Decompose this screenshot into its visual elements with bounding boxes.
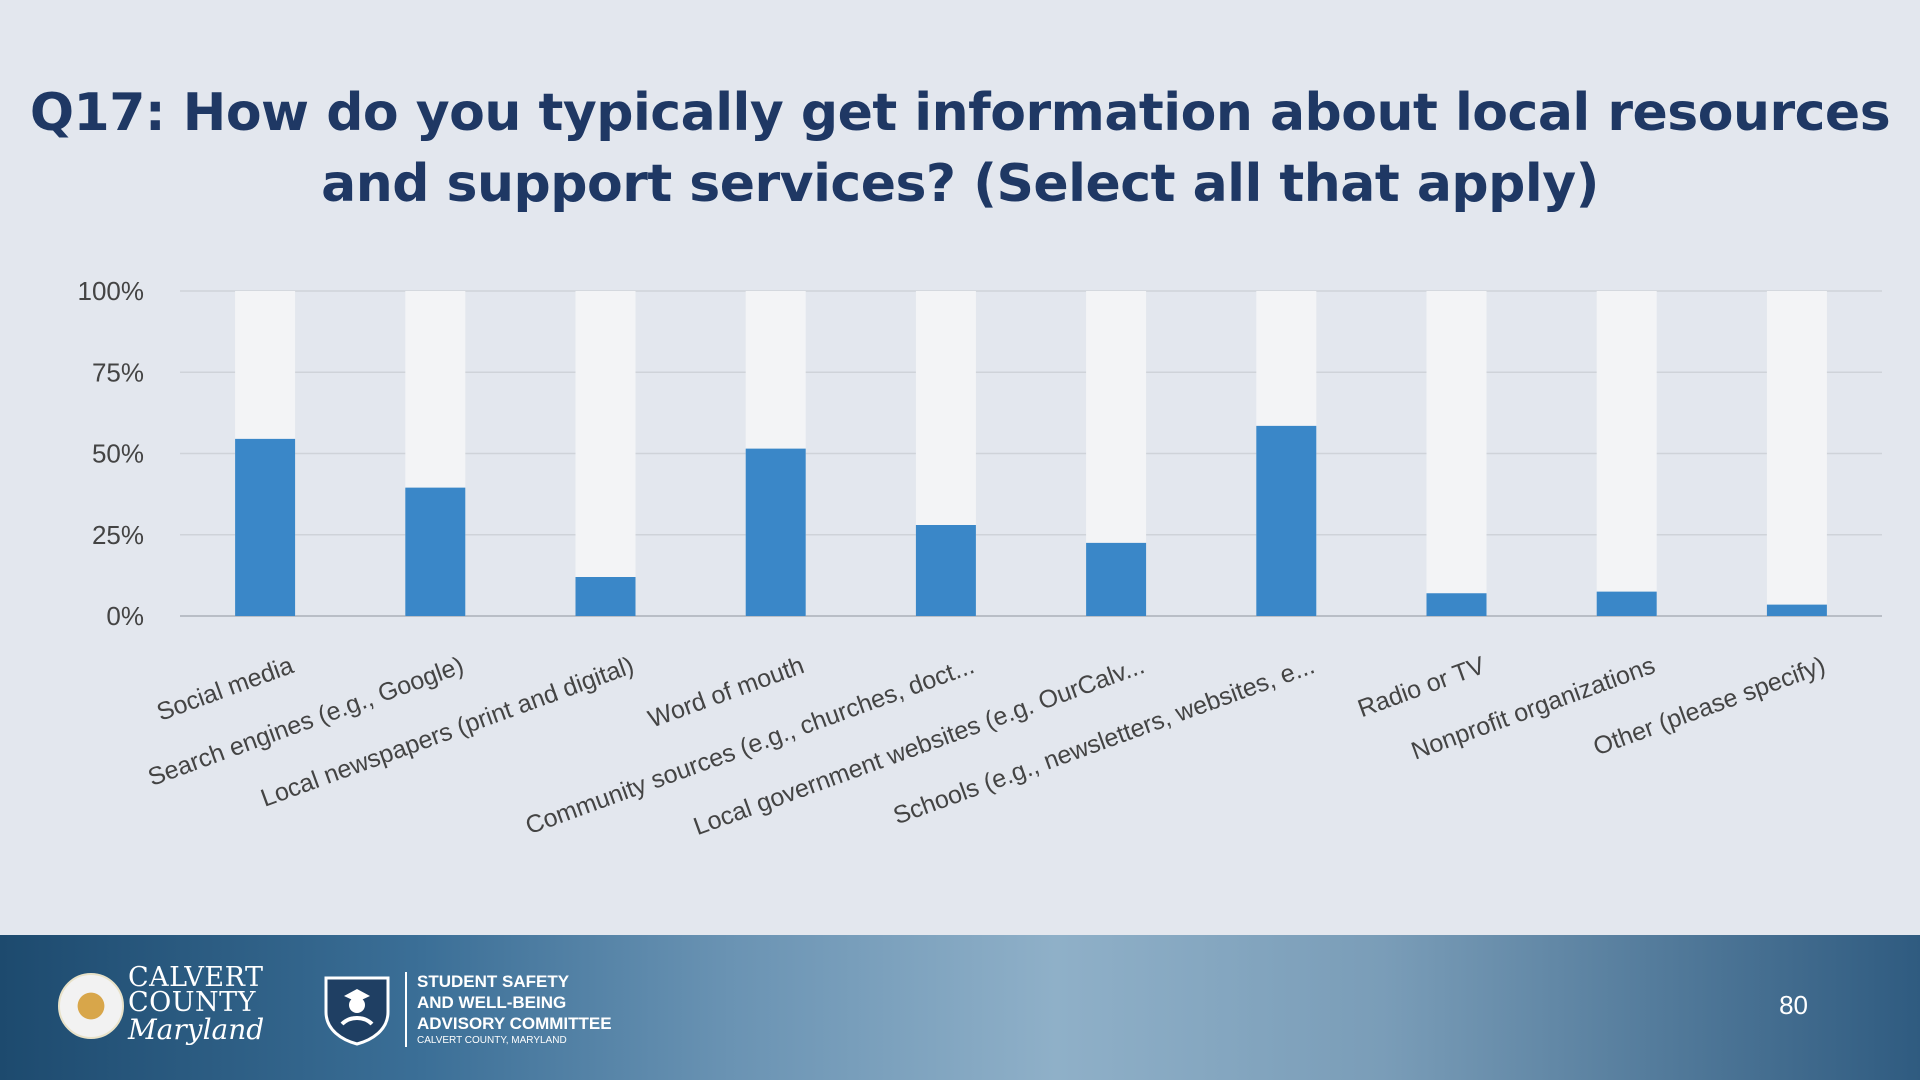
bar bbox=[1256, 425, 1317, 616]
county-logo-line-2: COUNTY bbox=[128, 987, 257, 1018]
committee-line-3: ADVISORY COMMITTEE bbox=[417, 1014, 612, 1033]
footer-banner: CALVERT COUNTY Maryland STUDENT SAFETY A… bbox=[0, 935, 1920, 1080]
bar bbox=[915, 525, 976, 616]
bar bbox=[1596, 591, 1657, 616]
title-line-2: and support services? (Select all that a… bbox=[321, 154, 1599, 214]
y-tick-label: 25% bbox=[92, 520, 144, 550]
y-tick-label: 50% bbox=[92, 439, 144, 469]
bar bbox=[1766, 604, 1827, 616]
x-category-label: Social media bbox=[153, 651, 297, 726]
y-tick-label: 0% bbox=[106, 601, 144, 631]
slide-title: Q17: How do you typically get informatio… bbox=[0, 78, 1920, 220]
title-line-1: Q17: How do you typically get informatio… bbox=[29, 83, 1891, 143]
county-logo: CALVERT COUNTY Maryland bbox=[128, 962, 265, 1046]
committee-line-2: AND WELL-BEING bbox=[417, 993, 567, 1012]
county-logo-line-1: CALVERT bbox=[128, 962, 264, 993]
bar bbox=[1426, 593, 1487, 616]
bar-background bbox=[575, 291, 636, 616]
page-number: 80 bbox=[1779, 990, 1808, 1020]
bar bbox=[1086, 542, 1147, 616]
bar-background bbox=[1766, 291, 1827, 616]
bar bbox=[235, 438, 296, 616]
x-category-label: Radio or TV bbox=[1354, 651, 1489, 723]
committee-shield-icon bbox=[324, 976, 390, 1046]
bar-background bbox=[1596, 291, 1657, 616]
committee-subtitle: CALVERT COUNTY, MARYLAND bbox=[417, 1035, 567, 1046]
county-logo-line-3: Maryland bbox=[128, 1013, 265, 1046]
bar-background bbox=[1426, 291, 1487, 616]
bar bbox=[405, 487, 466, 616]
bar bbox=[575, 577, 636, 616]
county-seal-icon bbox=[58, 973, 124, 1039]
committee-logo-text: STUDENT SAFETY AND WELL-BEING ADVISORY C… bbox=[417, 971, 612, 1048]
footer-divider bbox=[405, 972, 407, 1047]
y-tick-label: 75% bbox=[92, 357, 144, 387]
y-tick-label: 100% bbox=[78, 276, 145, 306]
y-axis-ticks: 0% 25% 50% 75% 100% bbox=[78, 276, 145, 631]
bar bbox=[745, 448, 806, 616]
bars bbox=[235, 291, 1827, 616]
committee-line-1: STUDENT SAFETY bbox=[417, 972, 570, 991]
